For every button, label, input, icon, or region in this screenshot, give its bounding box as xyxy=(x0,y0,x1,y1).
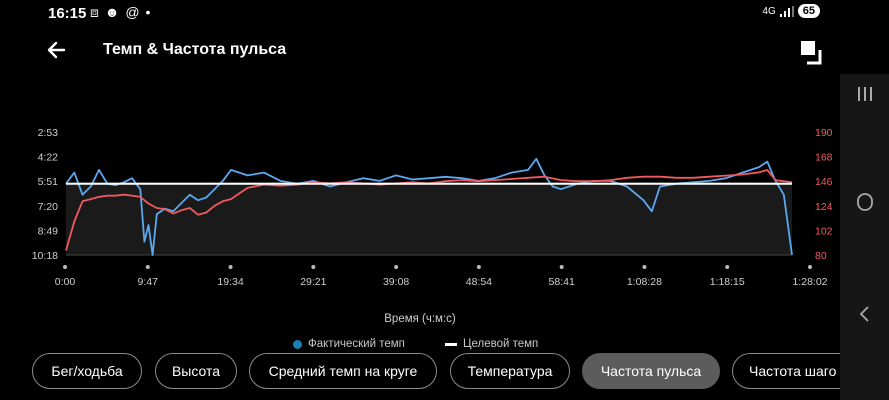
rotate-fullscreen-button[interactable] xyxy=(798,38,828,68)
recents-button[interactable] xyxy=(840,74,889,114)
y-right-tick-label: 168 xyxy=(815,152,833,164)
x-tick-label: 29:21 xyxy=(300,276,326,288)
home-icon xyxy=(856,193,873,211)
home-button[interactable] xyxy=(840,182,889,222)
legend-target-pace-label: Целевой темп xyxy=(463,338,539,350)
x-axis: 0:00 9:47 19:34 29:21 39:08 48:54 58:41 1:08:28… xyxy=(55,265,828,288)
series-layer xyxy=(65,157,793,256)
x-tick-dot xyxy=(394,265,399,269)
y-axis-left: 2:53 4:22 5:51 7:20 8:49 10:18 xyxy=(32,127,58,262)
y-left-tick-label: 7:20 xyxy=(38,201,59,213)
battery-badge: 65 xyxy=(797,4,820,18)
legend-dot-icon xyxy=(293,339,302,349)
legend-target-pace: Целевой темп xyxy=(445,338,538,350)
signal-icon xyxy=(779,5,794,17)
header: Темп & Частота пульса xyxy=(0,30,840,70)
metric-chips: Бег/ходьба Высота Средний темп на круге … xyxy=(0,353,840,391)
back-button[interactable] xyxy=(44,38,70,62)
x-tick-label: 9:47 xyxy=(138,276,159,288)
x-tick-dot xyxy=(145,265,150,269)
system-navigation-bar xyxy=(840,74,889,400)
chip-elevation[interactable]: Высота xyxy=(155,353,237,389)
y-left-tick-label: 4:22 xyxy=(38,152,59,164)
status-right: 4G 65 xyxy=(762,4,820,18)
chip-cadence[interactable]: Частота шаго xyxy=(732,353,840,389)
chip-heart-rate[interactable]: Частота пульса xyxy=(582,353,720,389)
status-bar: 16:15 ⧈ ☻ @ • 4G 65 xyxy=(0,0,840,26)
x-tick-dot xyxy=(808,265,812,269)
fullscreen-icon xyxy=(801,41,822,65)
x-tick-label: 1:28:02 xyxy=(792,276,827,288)
status-time: 16:15 xyxy=(48,5,87,22)
recents-icon xyxy=(857,87,872,101)
y-left-tick-label: 5:51 xyxy=(38,176,59,188)
page-title: Темп & Частота пульса xyxy=(103,41,287,58)
x-tick-dot xyxy=(311,265,316,269)
y-right-tick-label: 190 xyxy=(815,127,833,139)
y-right-tick-label: 80 xyxy=(815,250,827,262)
y-right-tick-label: 146 xyxy=(815,176,833,188)
pace-heart-rate-chart: 2:53 4:22 5:51 7:20 8:49 10:18 190 168 146 124 10… xyxy=(32,127,833,325)
y-axis-right: 190 168 146 124 102 80 xyxy=(815,127,833,262)
legend-dash-icon xyxy=(445,342,457,346)
y-left-tick-label: 8:49 xyxy=(38,225,59,237)
x-tick-label: 1:18:15 xyxy=(710,276,745,288)
x-tick-label: 1:08:28 xyxy=(627,276,662,288)
notification-icons: ⧈ ☻ @ • xyxy=(90,4,152,20)
chart-area-fill xyxy=(66,182,792,255)
back-nav-button[interactable] xyxy=(840,294,889,334)
arrow-left-icon xyxy=(47,41,66,59)
x-tick-label: 39:08 xyxy=(383,276,409,288)
x-tick-dot xyxy=(559,265,564,269)
legend-actual-pace-label: Фактический темп xyxy=(308,338,405,350)
chip-temperature[interactable]: Температура xyxy=(450,353,570,389)
y-left-tick-label: 10:18 xyxy=(32,250,58,262)
x-axis-label: Время (ч:м:с) xyxy=(384,313,456,325)
y-left-tick-label: 2:53 xyxy=(38,127,59,139)
x-tick-label: 0:00 xyxy=(55,276,76,288)
x-tick-label: 58:41 xyxy=(549,276,575,288)
chip-avg-lap-pace[interactable]: Средний темп на круге xyxy=(249,353,437,389)
chart-legend: Фактический темп Целевой темп xyxy=(0,336,840,354)
y-right-tick-label: 102 xyxy=(815,225,833,237)
x-tick-dot xyxy=(228,265,233,269)
x-tick-dot xyxy=(476,265,481,269)
network-label: 4G xyxy=(762,5,776,17)
y-right-tick-label: 124 xyxy=(815,201,833,213)
chevron-left-icon xyxy=(859,306,869,322)
x-tick-label: 19:34 xyxy=(217,276,243,288)
x-tick-dot xyxy=(725,265,730,269)
x-tick-dot xyxy=(642,265,647,269)
pace-line xyxy=(65,157,793,256)
chip-run-walk[interactable]: Бег/ходьба xyxy=(32,353,142,389)
x-tick-label: 48:54 xyxy=(466,276,492,288)
legend-actual-pace: Фактический темп xyxy=(293,338,405,350)
x-tick-dot xyxy=(63,265,67,269)
